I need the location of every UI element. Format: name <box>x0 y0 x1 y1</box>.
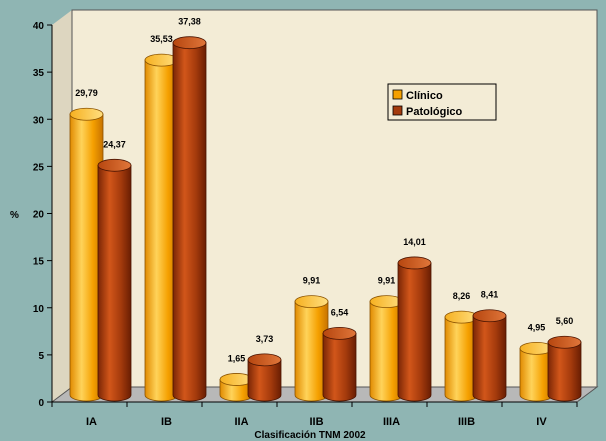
y-tick-label: 30 <box>33 115 45 126</box>
data-label-clinico: 4,95 <box>528 322 546 332</box>
bar-patologico <box>172 42 207 402</box>
bar-top-clinico <box>69 107 104 121</box>
data-label-clinico: 35,53 <box>150 34 173 44</box>
legend: Clínico Patológico <box>387 83 497 121</box>
y-tick-label: 15 <box>33 257 45 268</box>
legend-label-clinico: Clínico <box>406 90 443 102</box>
data-label-clinico: 8,26 <box>453 291 471 301</box>
plot-side-wall <box>52 10 72 402</box>
bar-top-patologico <box>547 335 582 349</box>
legend-swatch-clinico <box>392 89 403 100</box>
bar-top-patologico <box>97 158 132 172</box>
data-label-patologico: 14,01 <box>403 237 426 247</box>
bar-patologico <box>247 359 282 402</box>
data-label-patologico: 6,54 <box>331 307 349 317</box>
x-category-label: IV <box>536 416 547 428</box>
x-category-label: IB <box>161 416 172 428</box>
bar-top-patologico <box>172 36 207 50</box>
data-labels-group: 29,79 24,37 35,53 37,38 1,65 3,73 9,91 6,54 9,91… <box>75 17 573 364</box>
y-tick-label: 20 <box>33 210 45 221</box>
data-label-clinico: 1,65 <box>228 353 246 363</box>
x-axis-title: Clasificación TNM 2002 <box>254 430 366 441</box>
x-category-label: IIB <box>309 416 323 428</box>
bar-top-patologico <box>397 256 432 270</box>
x-category-label: IA <box>86 416 97 428</box>
data-label-clinico: 29,79 <box>75 88 98 98</box>
y-tick-label: 10 <box>33 304 45 315</box>
bar-patologico <box>97 164 132 402</box>
x-axis-categories: IA IB IIA IIB IIIA IIIB IV <box>86 416 547 428</box>
bar-top-patologico <box>472 309 507 323</box>
bar-patologico <box>322 332 357 402</box>
y-tick-label: 40 <box>33 21 45 32</box>
data-label-patologico: 3,73 <box>256 334 274 344</box>
data-label-patologico: 5,60 <box>556 316 574 326</box>
data-label-clinico: 9,91 <box>303 276 321 286</box>
y-tick-label: 0 <box>38 398 44 409</box>
x-category-label: IIA <box>234 416 248 428</box>
bar-top-patologico <box>322 326 357 340</box>
bars-group <box>69 36 582 402</box>
data-label-patologico: 24,37 <box>103 139 126 149</box>
x-category-label: IIIA <box>383 416 400 428</box>
bar-patologico <box>472 315 507 402</box>
bar-top-patologico <box>247 353 282 367</box>
bar-patologico <box>397 262 432 402</box>
data-label-clinico: 9,91 <box>378 276 396 286</box>
legend-box <box>387 83 497 121</box>
y-axis-title: % <box>10 210 19 221</box>
bar-patologico <box>547 341 582 402</box>
x-category-label: IIIB <box>458 416 475 428</box>
y-tick-label: 5 <box>38 351 44 362</box>
y-tick-label: 35 <box>33 68 45 79</box>
bar-top-clinico <box>294 295 329 308</box>
y-tick-label: 25 <box>33 162 45 173</box>
data-label-patologico: 8,41 <box>481 290 499 300</box>
legend-label-patologico: Patológico <box>406 106 463 118</box>
legend-swatch-patologico <box>392 105 403 116</box>
y-axis: 0 5 10 15 20 25 30 35 40 <box>33 21 578 409</box>
data-label-patologico: 37,38 <box>178 17 201 27</box>
